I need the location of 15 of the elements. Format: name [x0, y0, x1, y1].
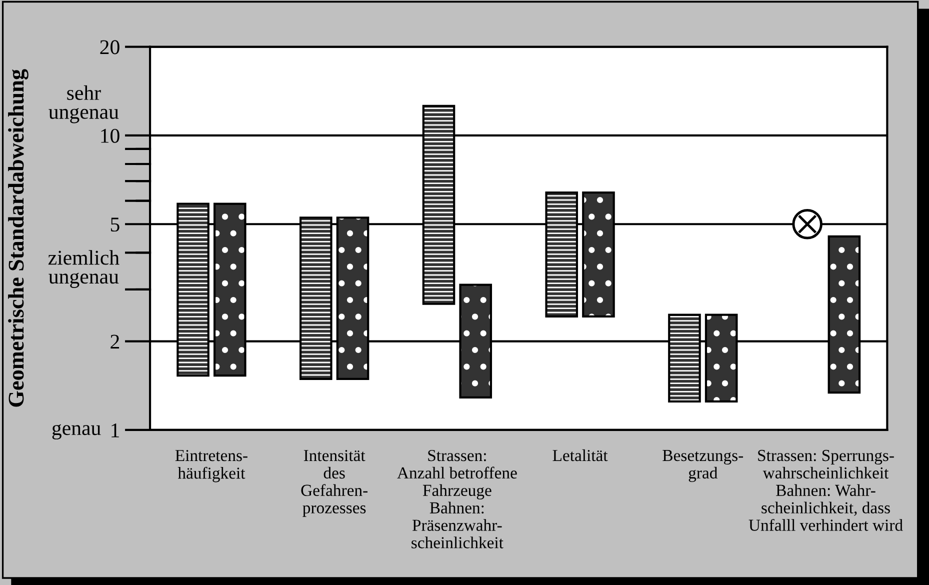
x-tick-label: Besetzungs- grad — [662, 450, 744, 482]
x-tick-label: Intensität des Gefahren- prozesses — [301, 450, 368, 517]
text: sehr ungenau — [48, 85, 119, 124]
x-tick-label: Eintretens- häufigkeit — [175, 450, 248, 482]
y-tick-label: 20 — [100, 40, 120, 54]
x-tick-label: Letalität — [552, 449, 608, 462]
y-tick-label: 2 — [110, 334, 120, 349]
y-tick-label: 5 — [110, 218, 120, 232]
text: ziemlich ungenau — [48, 250, 120, 288]
x-tick-label: Strassen: Anzahl betroffene Fahrzeuge Bahnen: Präsenzwahr- scheinlichkeit — [397, 450, 517, 548]
x-tick-label: Strassen: Sperrungs- wahrscheinlichkeit Bahnen: Wahr- scheinlichkeit, dass Unfalll verhindert wird — [748, 450, 903, 531]
y-tick-label: 10 — [101, 128, 120, 143]
y-axis-title: Geometrische Standardabweichung — [8, 69, 28, 407]
text: genau — [52, 424, 101, 440]
y-tick-label: 1 — [112, 423, 119, 438]
